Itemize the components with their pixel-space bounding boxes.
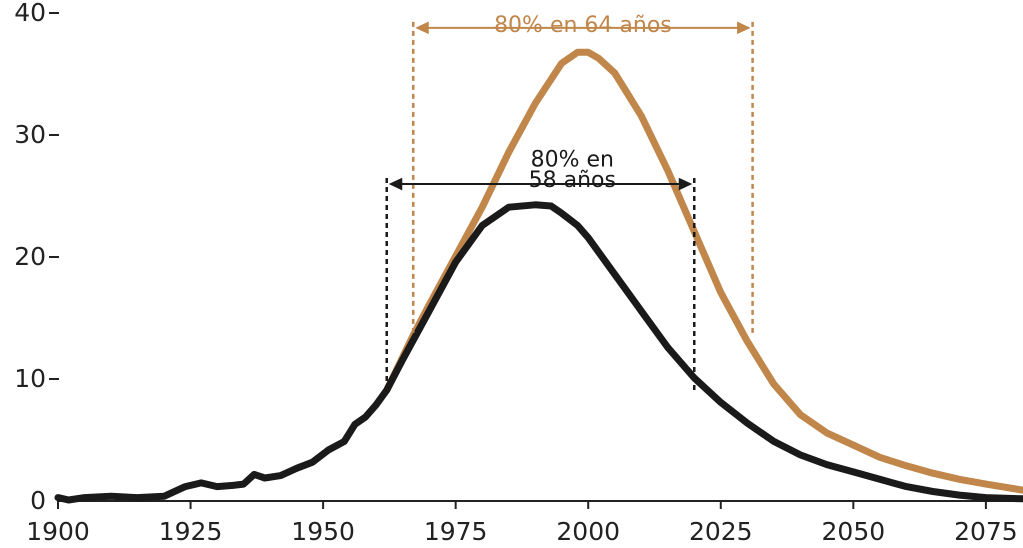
x-tick-label: 1925: [159, 517, 223, 546]
series-line-1: [383, 48, 1023, 494]
x-tick-label: 2025: [689, 517, 753, 546]
annotation-arrowhead-left: [388, 177, 403, 191]
y-tick-label: 40: [14, 0, 46, 27]
x-tick-label: 1950: [291, 517, 355, 546]
annotation-arrowhead-right: [737, 21, 751, 35]
annotation-label-line: 58 años: [529, 168, 616, 193]
annotation-label: 80% en 64 años: [494, 13, 672, 38]
y-tick-label: 30: [14, 120, 46, 149]
axes: 1900 1925 1950 1975 2000 2025 2050 2075 0 10 20 30 4…: [14, 0, 1023, 546]
annotation-arrowhead-right: [678, 177, 693, 191]
x-tick-label: 1900: [26, 517, 90, 546]
x-tick-label: 2050: [822, 517, 886, 546]
series-line-2: [54, 201, 1023, 504]
y-tick-label: 10: [14, 364, 46, 393]
y-tick-label: 0: [30, 486, 46, 515]
x-tick-label: 2075: [954, 517, 1018, 546]
series-layer: [54, 48, 1023, 504]
annotation-arrowhead-left: [415, 21, 429, 35]
annotation-label-line: 80% en: [531, 147, 614, 172]
x-tick-label: 2000: [556, 517, 620, 546]
x-tick-label: 1975: [424, 517, 488, 546]
y-tick-label: 20: [14, 242, 46, 271]
